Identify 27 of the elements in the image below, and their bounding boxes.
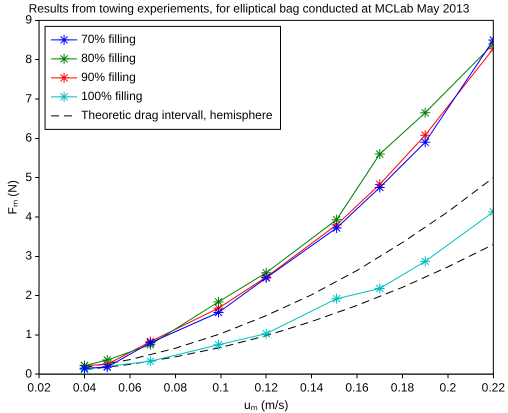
y-tick-label: 4: [25, 209, 32, 224]
y-tick-label: 6: [25, 130, 32, 145]
x-tick-label: 0.18: [390, 380, 414, 395]
x-tick-label: 0.04: [72, 380, 96, 395]
legend-label: 70% filling: [81, 32, 136, 46]
x-tick-label: 0.2: [440, 380, 457, 395]
x-axis-title: uₘ (m/s): [244, 398, 288, 412]
y-tick-label: 3: [25, 248, 32, 263]
legend-label: 80% filling: [81, 51, 136, 66]
y-tick-label: 7: [25, 91, 32, 106]
legend-label: Theoretic drag intervall, hemisphere: [81, 108, 273, 122]
y-axis-title: Fₘ (N): [6, 180, 20, 214]
y-tick-label: 8: [25, 52, 32, 66]
x-tick-label: 0.02: [27, 380, 52, 395]
x-tick-label: 0.12: [254, 380, 278, 395]
legend-label: 100% filling: [81, 89, 142, 104]
y-tick-label: 0: [25, 366, 32, 381]
x-tick-label: 0.16: [345, 380, 370, 395]
x-tick-label: 0.06: [118, 380, 142, 395]
y-tick-label: 5: [25, 170, 32, 184]
x-tick-label: 0.14: [300, 380, 324, 395]
x-tick-label: 0.1: [212, 380, 230, 395]
y-tick-label: 1: [25, 327, 32, 342]
y-tick-label: 2: [25, 288, 32, 302]
x-tick-label: 0.22: [482, 380, 506, 395]
x-tick-label: 0.08: [164, 380, 188, 395]
legend-label: 90% filling: [81, 70, 136, 84]
